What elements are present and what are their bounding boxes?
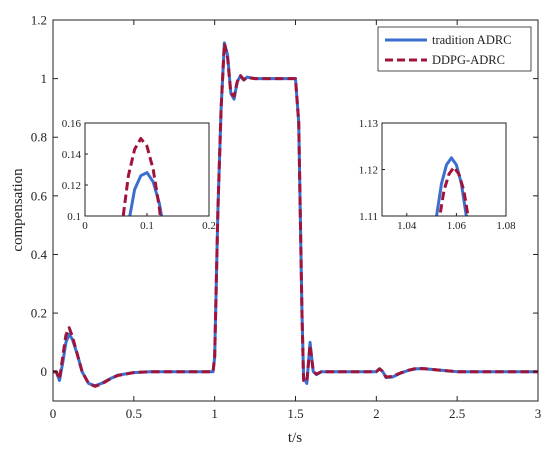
inset-x-tick-label: 1.06 <box>447 220 467 232</box>
x-tick-label: 0.5 <box>126 406 142 421</box>
inset-y-tick-label: 1.11 <box>359 211 378 223</box>
inset-axis-ticks-1: 0 0.1 0.20.10.120.140.16 <box>62 118 216 232</box>
legend-box <box>377 26 532 72</box>
inset-2-line-ddpg-adrc <box>438 165 470 216</box>
inset-x-tick-label: 0.1 <box>140 220 154 232</box>
inset-1-line-ddpg-adrc <box>121 137 162 216</box>
legend: tradition ADRC DDPG-ADRC <box>377 26 532 72</box>
x-tick-label: 0 <box>50 406 57 421</box>
x-axis-label: t/s <box>288 430 302 446</box>
x-tick-label: 3 <box>535 406 542 421</box>
inset-y-tick-label: 1.13 <box>359 118 379 130</box>
inset-y-tick-label: 1.12 <box>359 165 378 177</box>
main-axis-ticks: 0 0.5 1 1.5 2 2.5 3 0 0.2 0.4 0.6 0.8 1 1.2 <box>31 13 542 422</box>
y-tick-label: 0.8 <box>31 130 47 145</box>
y-tick-label: 0.2 <box>31 306 47 321</box>
inset-y-tick-label: 0.1 <box>67 211 81 223</box>
y-tick-label: 1.2 <box>31 13 47 28</box>
y-tick-label: 1 <box>41 71 48 86</box>
inset-y-tick-label: 0.16 <box>62 118 82 130</box>
y-axis-label: compensation <box>10 168 26 252</box>
inset-x-tick-label: 1.04 <box>397 220 417 232</box>
inset-x-tick-label: 0.2 <box>202 220 216 232</box>
inset-2-line-tradition-adrc <box>435 156 468 216</box>
x-tick-label: 1 <box>211 406 218 421</box>
y-tick-label: 0 <box>41 364 48 379</box>
x-tick-label: 2 <box>373 406 380 421</box>
x-tick-label: 2.5 <box>449 406 465 421</box>
series-line-ddpg-adrc <box>53 41 538 388</box>
main-series-group <box>53 41 538 388</box>
inset-1-line-tradition-adrc <box>128 171 164 216</box>
y-tick-label: 0.4 <box>31 247 48 262</box>
inset-series-group-1 <box>121 137 164 216</box>
inset-x-tick-label: 0 <box>82 220 88 232</box>
legend-label-ddpg-adrc: DDPG-ADRC <box>432 53 505 67</box>
legend-label-tradition-adrc: tradition ADRC <box>432 33 512 47</box>
y-tick-label: 0.6 <box>31 188 48 203</box>
x-tick-label: 1.5 <box>287 406 303 421</box>
inset-y-tick-label: 0.14 <box>62 149 82 161</box>
inset-x-tick-label: 1.08 <box>496 220 516 232</box>
inset-axis-ticks-2: 1.04 1.06 1.08 1.11 1.12 1.13 <box>359 118 516 232</box>
inset-y-tick-label: 0.12 <box>62 180 81 192</box>
inset-background-1 <box>85 123 209 216</box>
inset-series-group-2 <box>435 156 470 216</box>
